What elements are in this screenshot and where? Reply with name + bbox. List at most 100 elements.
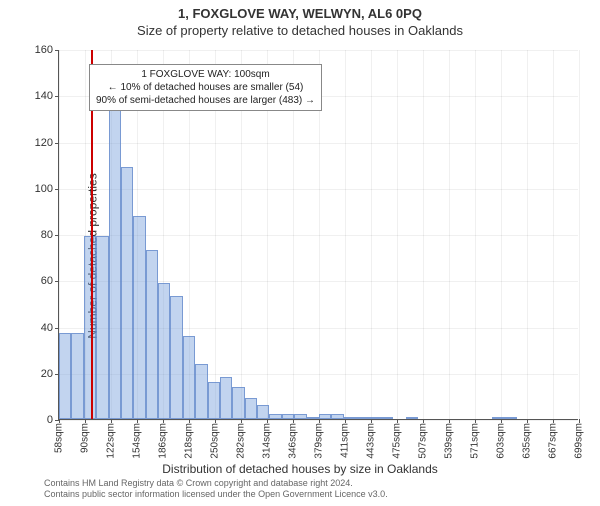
histogram-bar [109,86,121,419]
y-tick-label: 40 [41,322,53,334]
gridline-v [345,50,346,419]
x-axis-label: Distribution of detached houses by size … [0,462,600,476]
histogram-bar [406,417,418,419]
gridline-v [397,50,398,419]
x-tick-mark [345,419,346,423]
x-tick-label: 379sqm [314,423,325,459]
histogram-bar [195,364,207,420]
x-tick-mark [59,419,60,423]
x-tick-label: 699sqm [574,423,585,459]
x-tick-label: 58sqm [54,423,65,453]
annotation-line-1: 1 FOXGLOVE WAY: 100sqm [96,68,315,81]
gridline-v [475,50,476,419]
x-tick-mark [527,419,528,423]
histogram-bar [208,382,220,419]
x-tick-label: 443sqm [366,423,377,459]
x-tick-mark [85,419,86,423]
y-tick-label: 0 [47,414,53,426]
x-tick-mark [267,419,268,423]
histogram-bar [96,236,108,419]
annotation-line-3: 90% of semi-detached houses are larger (… [96,94,315,107]
x-tick-label: 250sqm [210,423,221,459]
y-tick-label: 80 [41,229,53,241]
x-tick-label: 122sqm [106,423,117,459]
x-tick-mark [397,419,398,423]
histogram-bar [158,283,170,419]
histogram-bar [269,414,281,419]
histogram-bar [331,414,343,419]
x-tick-label: 667sqm [548,423,559,459]
x-tick-mark [163,419,164,423]
histogram-bar [294,414,306,419]
x-tick-label: 90sqm [80,423,91,453]
x-tick-mark [111,419,112,423]
annotation-box: 1 FOXGLOVE WAY: 100sqm ← 10% of detached… [89,64,322,111]
x-tick-mark [423,419,424,423]
histogram-bar [84,236,96,419]
x-tick-label: 186sqm [158,423,169,459]
x-tick-mark [241,419,242,423]
x-tick-mark [475,419,476,423]
footer-line-1: Contains HM Land Registry data © Crown c… [44,478,388,489]
plot-area: 02040608010012014016058sqm90sqm122sqm154… [58,50,578,420]
histogram-bar [356,417,368,419]
x-tick-mark [501,419,502,423]
y-tick-label: 100 [35,183,53,195]
chart-container: 02040608010012014016058sqm90sqm122sqm154… [58,50,578,420]
page-title: 1, FOXGLOVE WAY, WELWYN, AL6 0PQ [0,6,600,21]
gridline-v [449,50,450,419]
histogram-bar [71,333,83,419]
x-tick-label: 154sqm [132,423,143,459]
histogram-bar [232,387,244,419]
histogram-bar [146,250,158,419]
x-tick-label: 571sqm [470,423,481,459]
y-tick-label: 120 [35,137,53,149]
gridline-v [423,50,424,419]
histogram-bar [307,417,319,419]
gridline-v [371,50,372,419]
histogram-bar [133,216,145,420]
histogram-bar [183,336,195,419]
histogram-bar [170,296,182,419]
histogram-bar [220,377,232,419]
x-tick-label: 635sqm [522,423,533,459]
page-subtitle: Size of property relative to detached ho… [0,23,600,38]
x-tick-label: 218sqm [184,423,195,459]
x-tick-mark [293,419,294,423]
x-tick-mark [371,419,372,423]
histogram-bar [381,417,393,419]
x-tick-mark [215,419,216,423]
histogram-bar [505,417,517,419]
x-tick-label: 346sqm [288,423,299,459]
x-tick-label: 603sqm [496,423,507,459]
x-tick-mark [319,419,320,423]
x-tick-label: 282sqm [236,423,247,459]
y-tick-label: 140 [35,90,53,102]
annotation-line-2: ← 10% of detached houses are smaller (54… [96,81,315,94]
histogram-bar [121,167,133,419]
footer-text: Contains HM Land Registry data © Crown c… [44,478,388,501]
y-tick-label: 20 [41,368,53,380]
x-tick-label: 411sqm [340,423,351,458]
gridline-v [501,50,502,419]
histogram-bar [282,414,294,419]
x-tick-mark [553,419,554,423]
footer-line-2: Contains public sector information licen… [44,489,388,500]
histogram-bar [344,417,356,419]
x-tick-label: 314sqm [262,423,273,459]
histogram-bar [369,417,381,419]
histogram-bar [319,414,331,419]
gridline-v [527,50,528,419]
x-tick-mark [189,419,190,423]
gridline-v [553,50,554,419]
y-tick-label: 160 [35,44,53,56]
x-tick-label: 475sqm [392,423,403,459]
histogram-bar [492,417,504,419]
histogram-bar [257,405,269,419]
x-tick-label: 507sqm [418,423,429,459]
x-tick-mark [449,419,450,423]
x-tick-mark [579,419,580,423]
x-tick-label: 539sqm [444,423,455,459]
histogram-bar [245,398,257,419]
gridline-v [579,50,580,419]
